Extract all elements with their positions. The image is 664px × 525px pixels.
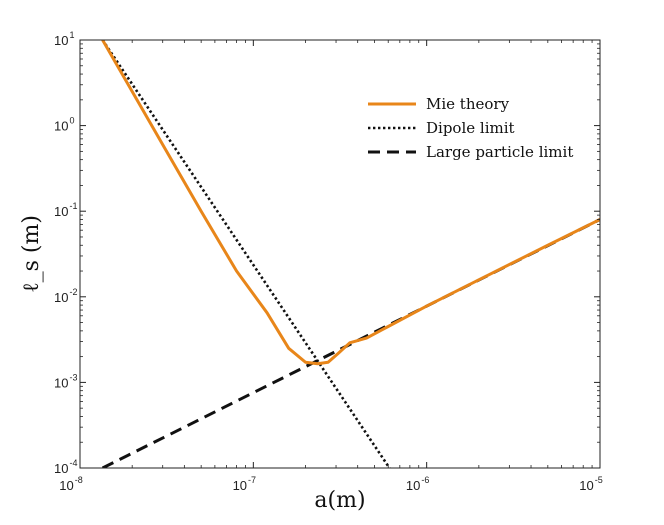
y-tick-label: 10-2 — [54, 287, 77, 305]
x-tick-label: 10-6 — [406, 475, 429, 493]
tick-layer — [79, 39, 601, 469]
y-tick-label: 101 — [54, 30, 74, 48]
y-tick-label: 100 — [54, 116, 74, 134]
legend-label: Mie theory — [426, 95, 510, 113]
series-layer — [101, 40, 600, 468]
plot-frame — [79, 39, 601, 469]
series-line-solid — [101, 40, 600, 366]
x-tick-label: 10-8 — [59, 475, 82, 493]
x-tick-label: 10-7 — [233, 475, 256, 493]
y-axis-label: ℓ_s (m) — [19, 215, 44, 293]
legend-label: Large particle limit — [426, 143, 573, 161]
plot-background — [80, 40, 600, 468]
x-tick-label: 10-5 — [579, 475, 602, 493]
legend: Mie theory Dipole limit Large particle lim… — [368, 95, 573, 161]
series-line-dotted — [101, 40, 391, 468]
x-axis-label: a(m) — [314, 488, 365, 513]
y-tick-label: 10-4 — [54, 458, 77, 476]
y-tick-label: 10-3 — [54, 372, 77, 390]
legend-label: Dipole limit — [426, 119, 515, 137]
y-tick-label: 10-1 — [54, 201, 77, 219]
